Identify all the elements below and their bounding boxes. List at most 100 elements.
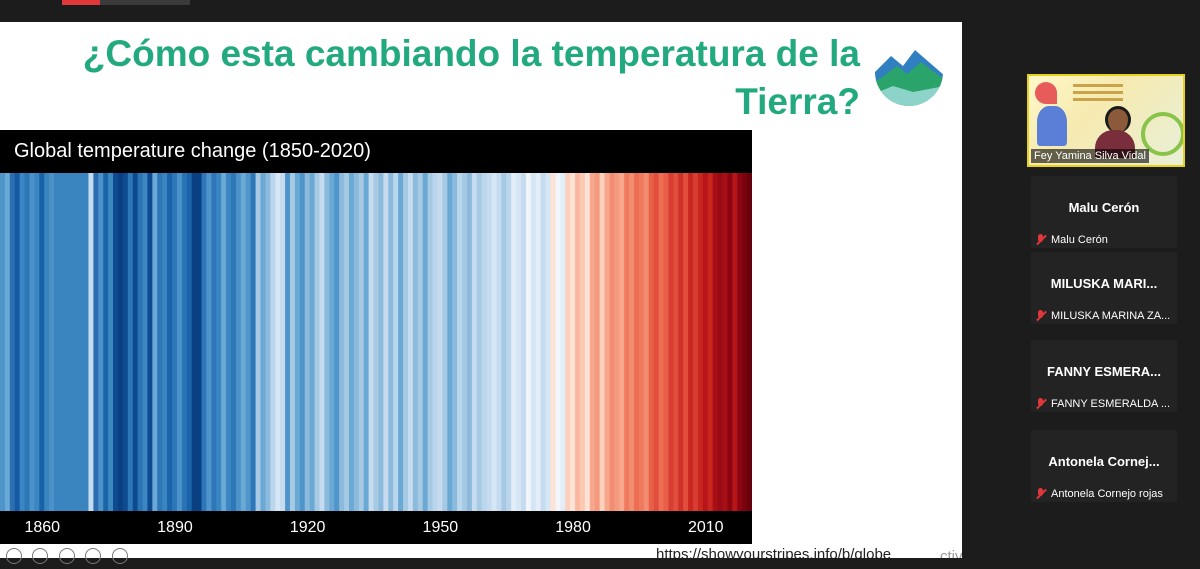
- year-stripe: [255, 173, 262, 511]
- control-icon[interactable]: [6, 548, 22, 564]
- year-stripe: [103, 173, 109, 511]
- year-stripe: [49, 173, 55, 511]
- year-stripe: [181, 173, 188, 511]
- year-stripe: [476, 173, 483, 511]
- year-stripe: [565, 173, 571, 511]
- year-stripe: [457, 173, 463, 511]
- control-icon[interactable]: [32, 548, 49, 564]
- year-stripe: [648, 173, 655, 511]
- year-stripe: [693, 173, 699, 511]
- x-tick-label: 1860: [24, 519, 61, 536]
- stripes-area: [0, 173, 752, 511]
- year-stripe: [83, 173, 90, 511]
- year-stripe: [329, 173, 335, 511]
- year-stripe: [113, 173, 119, 511]
- year-stripe: [550, 173, 556, 511]
- year-stripe: [314, 173, 321, 511]
- year-stripe: [221, 173, 227, 511]
- year-stripe: [388, 173, 394, 511]
- year-stripe: [206, 173, 212, 511]
- year-stripe: [339, 173, 345, 511]
- year-stripe: [427, 173, 434, 511]
- year-stripe: [250, 173, 257, 511]
- year-stripe: [407, 173, 414, 511]
- year-stripe: [579, 173, 586, 511]
- control-icon[interactable]: [85, 548, 102, 564]
- year-stripe: [688, 173, 694, 511]
- participant-video-tile[interactable]: Fey Yamina Silva Vidal: [1027, 74, 1185, 167]
- year-stripe: [216, 173, 222, 511]
- year-stripe: [260, 173, 267, 511]
- source-url[interactable]: https://showyourstripes.info/b/globe: [656, 546, 892, 558]
- year-stripe: [604, 173, 611, 511]
- year-stripe: [403, 173, 409, 511]
- year-stripe: [525, 173, 532, 511]
- year-stripe: [594, 173, 601, 511]
- participant-name-label: Fey Yamina Silva Vidal: [1031, 149, 1149, 163]
- year-stripe: [147, 173, 153, 511]
- year-stripe: [589, 173, 596, 511]
- year-stripe: [629, 173, 635, 511]
- participant-name-label: MILUSKA MARINA ZA...: [1035, 310, 1170, 322]
- year-stripe: [634, 173, 640, 511]
- year-stripe: [24, 173, 31, 511]
- chart-title: Global temperature change (1850-2020): [14, 140, 371, 162]
- participant-tile[interactable]: FANNY ESMERA... FANNY ESMERALDA ...: [1031, 340, 1177, 412]
- x-tick-label: 1980: [555, 519, 591, 536]
- year-stripe: [727, 173, 733, 511]
- year-stripe: [520, 173, 527, 511]
- year-stripe: [707, 173, 714, 511]
- participant-tile[interactable]: MILUSKA MARI... MILUSKA MARINA ZA...: [1031, 252, 1177, 324]
- year-stripe: [702, 173, 709, 511]
- participant-tile[interactable]: Malu Cerón Malu Cerón: [1031, 176, 1177, 248]
- x-tick-label: 1950: [422, 519, 459, 536]
- year-stripe: [344, 173, 350, 511]
- year-stripe: [506, 173, 512, 511]
- warming-stripes-chart: Global temperature change (1850-2020) 18…: [0, 130, 752, 544]
- year-stripe: [19, 173, 26, 511]
- mic-muted-icon: [1035, 488, 1047, 500]
- year-stripe: [0, 173, 6, 511]
- year-stripe: [383, 173, 389, 511]
- year-stripe: [368, 173, 375, 511]
- control-icon[interactable]: [58, 548, 75, 564]
- year-stripe: [162, 173, 168, 511]
- control-icon[interactable]: [111, 548, 128, 564]
- year-stripe: [245, 173, 252, 511]
- year-stripe: [742, 173, 748, 511]
- year-stripe: [393, 173, 399, 511]
- top-toolbar: [0, 0, 1200, 22]
- participant-name-label: Antonela Cornejo rojas: [1035, 488, 1163, 500]
- year-stripe: [142, 173, 149, 511]
- year-stripe: [285, 173, 291, 511]
- x-tick-label: 1890: [157, 519, 193, 536]
- year-stripe: [270, 173, 276, 511]
- year-stripe: [14, 173, 21, 511]
- year-stripe: [678, 173, 684, 511]
- year-stripe: [624, 173, 630, 511]
- year-stripe: [697, 173, 704, 511]
- year-stripe: [609, 173, 615, 511]
- year-stripe: [722, 173, 729, 511]
- year-stripe: [265, 173, 271, 511]
- participant-display-name: Antonela Cornej...: [1048, 454, 1160, 469]
- recording-indicator: [62, 0, 100, 5]
- participant-display-name: Malu Cerón: [1068, 200, 1140, 215]
- year-stripe: [29, 173, 36, 511]
- year-stripe: [211, 173, 217, 511]
- year-stripe: [560, 173, 566, 511]
- year-stripe: [511, 173, 517, 511]
- year-stripe: [186, 173, 193, 511]
- year-stripe: [417, 173, 424, 511]
- year-stripe: [348, 173, 355, 511]
- participant-tile[interactable]: Antonela Cornej... Antonela Cornejo roja…: [1031, 430, 1177, 502]
- year-stripe: [226, 173, 232, 511]
- year-stripe: [353, 173, 360, 511]
- year-stripe: [614, 173, 620, 511]
- year-stripe: [235, 173, 242, 511]
- year-stripe: [58, 173, 65, 511]
- year-stripe: [275, 173, 281, 511]
- year-stripe: [289, 173, 296, 511]
- year-stripe: [201, 173, 208, 511]
- toolbar-tab[interactable]: [100, 0, 190, 5]
